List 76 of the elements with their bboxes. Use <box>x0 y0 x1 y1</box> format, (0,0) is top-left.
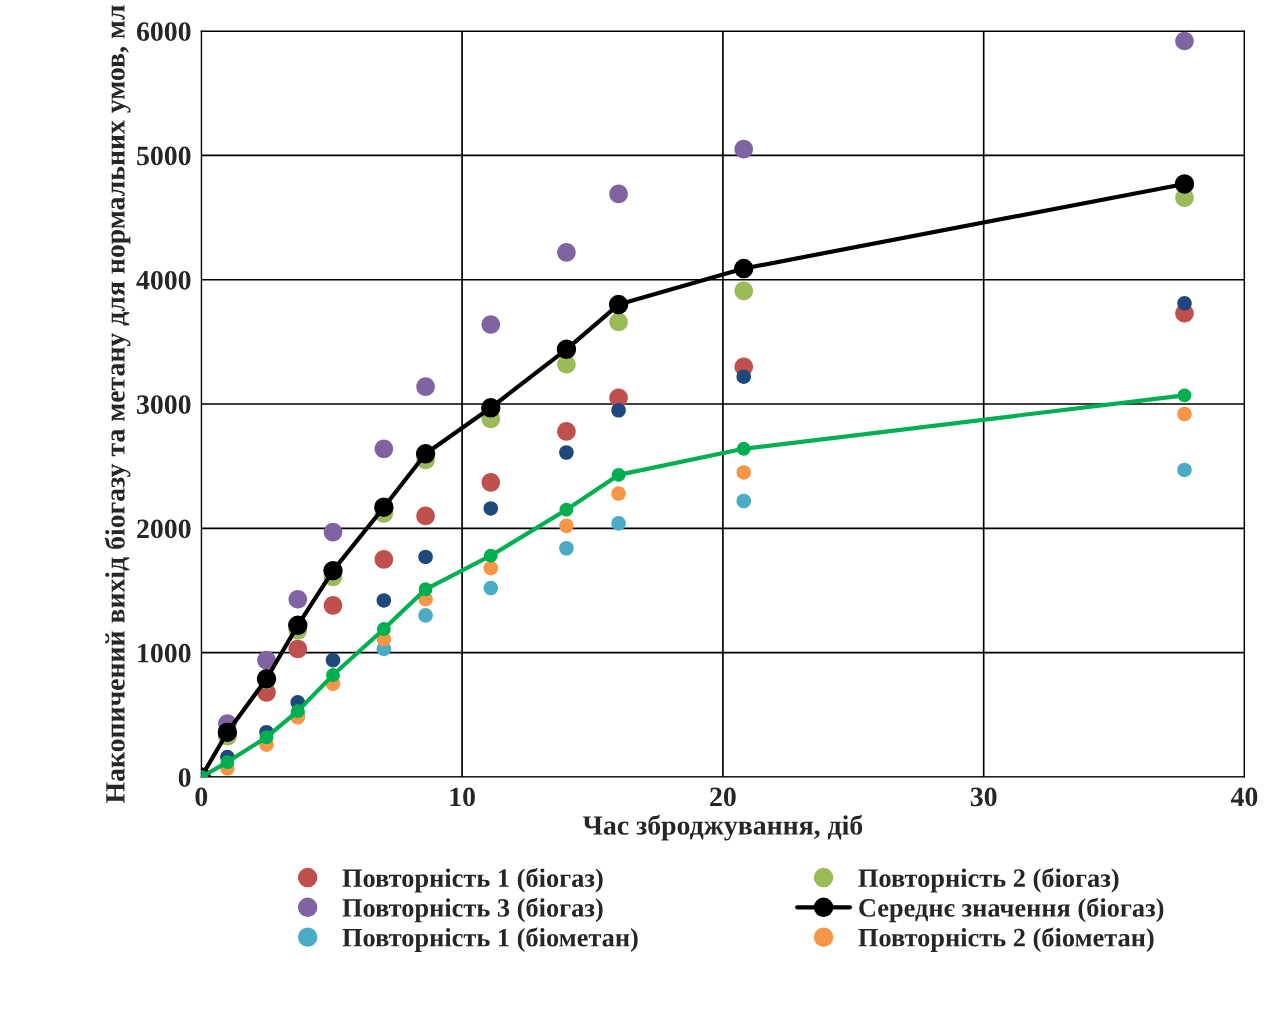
y-tick-label: 5000 <box>137 146 191 166</box>
point <box>220 755 235 770</box>
legend-label: Повторність 3 (біогаз) <box>342 897 603 923</box>
point <box>557 243 576 262</box>
legend-label: Середнє значення (біогаз) <box>859 897 1164 923</box>
point <box>257 650 276 670</box>
point <box>734 281 754 301</box>
point <box>1177 406 1192 422</box>
y-tick-label: 2000 <box>137 519 191 539</box>
point <box>608 294 629 315</box>
point <box>1177 296 1192 311</box>
point <box>559 518 574 534</box>
point <box>288 615 308 636</box>
point <box>736 465 752 480</box>
point <box>374 550 394 569</box>
point <box>559 540 574 556</box>
point <box>481 315 501 334</box>
x-tick-label: 20 <box>710 787 736 807</box>
legend-label: Повторність 2 (біогаз) <box>858 867 1119 893</box>
point <box>481 398 501 418</box>
point <box>259 730 274 745</box>
x-tick-label: 30 <box>970 787 997 807</box>
point <box>323 522 343 542</box>
point <box>415 444 436 464</box>
point <box>323 596 343 615</box>
point <box>559 445 574 460</box>
point <box>611 467 626 482</box>
point <box>559 502 574 517</box>
point <box>1177 388 1192 403</box>
point <box>736 493 752 509</box>
point <box>483 501 499 516</box>
point <box>376 622 391 637</box>
point <box>483 548 498 563</box>
point <box>418 582 433 597</box>
point <box>483 580 499 596</box>
point <box>326 668 340 683</box>
point <box>556 339 577 360</box>
point <box>416 506 435 526</box>
point <box>734 258 754 279</box>
point <box>736 369 752 384</box>
x-tick-label: 10 <box>450 787 475 807</box>
point <box>418 549 433 565</box>
point <box>376 593 392 608</box>
x-tick-label: 0 <box>195 787 208 807</box>
y-tick-label: 6000 <box>136 22 191 41</box>
legend-label: Повторність 1 (біометан) <box>342 927 638 952</box>
y-tick-label: 3000 <box>137 395 191 414</box>
y-tick-label: 4000 <box>136 270 191 290</box>
point <box>611 516 626 531</box>
point <box>483 560 499 576</box>
point <box>611 486 626 501</box>
y-tick-label: 1000 <box>138 643 191 663</box>
legend-label: Повторність 1 (біогаз) <box>342 867 603 893</box>
point <box>418 608 433 623</box>
point <box>736 441 751 456</box>
x-axis-title: Час зброджування, діб <box>582 814 863 841</box>
point <box>1174 174 1195 194</box>
legend-label: Повторність 2 (біометан) <box>858 927 1154 952</box>
x-tick-label: 40 <box>1230 787 1258 807</box>
point <box>734 139 754 159</box>
point <box>609 184 628 204</box>
point <box>288 589 308 609</box>
point <box>481 473 501 492</box>
point <box>1177 462 1192 478</box>
point <box>325 652 341 668</box>
point <box>1175 31 1194 51</box>
point <box>374 439 394 459</box>
point <box>323 560 343 581</box>
y-tick-label: 0 <box>178 768 191 787</box>
point <box>288 639 308 659</box>
point <box>609 312 628 332</box>
y-axis-title: Накопичений вихід біогазу та метану для нормальних умов, мл <box>104 5 131 804</box>
point <box>374 497 394 517</box>
point <box>416 377 435 396</box>
point <box>611 402 626 418</box>
point <box>557 422 576 441</box>
